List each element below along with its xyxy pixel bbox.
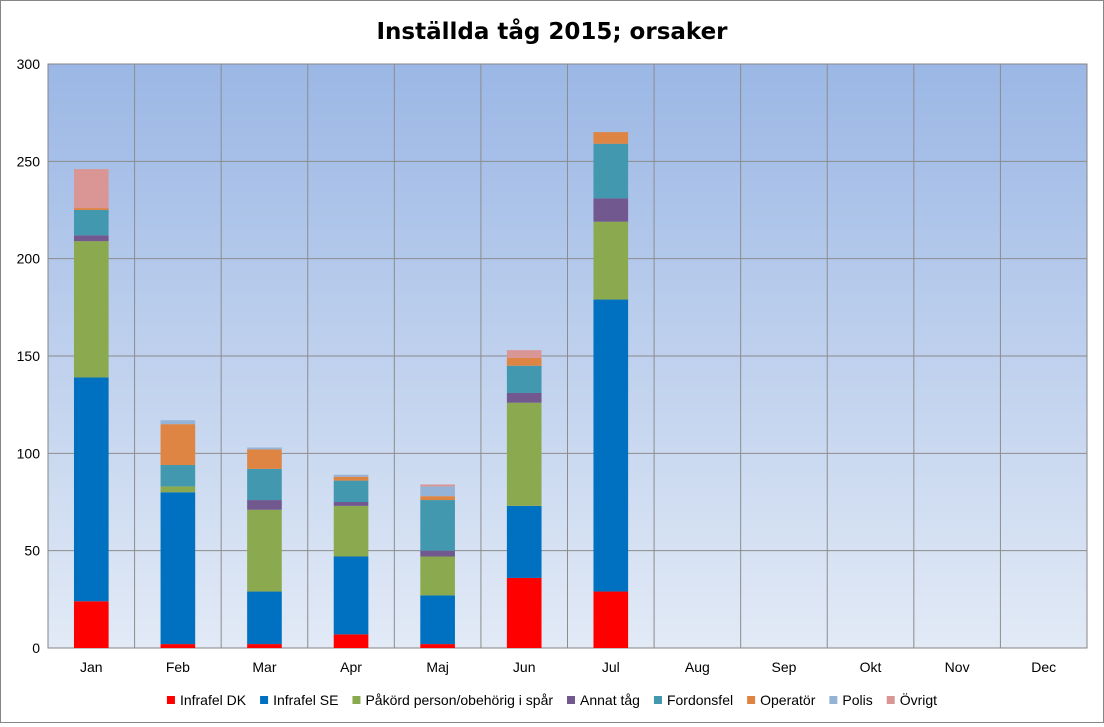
- bar-segment-apr-6: [333, 474, 369, 477]
- bar-segment-jan-5: [73, 208, 109, 210]
- legend-swatch: [653, 696, 662, 704]
- legend-label: Infrafel SE: [273, 692, 338, 708]
- y-tick-label: 100: [17, 445, 41, 461]
- x-tick-label: Dec: [1031, 659, 1056, 675]
- x-tick-label: Aug: [685, 659, 710, 675]
- y-tick-label: 50: [24, 543, 40, 559]
- y-tick-label: 150: [17, 348, 41, 364]
- x-tick-label: Jun: [513, 659, 536, 675]
- legend-swatch: [829, 696, 838, 704]
- legend-label: Infrafel DK: [180, 692, 247, 708]
- bar-segment-mar-2: [247, 509, 282, 592]
- x-tick-label: Okt: [860, 659, 882, 675]
- bar-segment-jan-1: [73, 377, 109, 602]
- bar-segment-mar-5: [247, 449, 282, 469]
- bar-segment-maj-7: [420, 484, 455, 487]
- bar-segment-feb-4: [160, 465, 196, 487]
- bar-segment-maj-2: [420, 556, 455, 596]
- legend-label: Polis: [842, 692, 872, 708]
- x-tick-label: Mar: [252, 659, 276, 675]
- bar-segment-jun-0: [506, 577, 542, 648]
- bar-segment-jun-3: [506, 392, 542, 403]
- bar-segment-apr-0: [333, 634, 369, 648]
- x-axis: Jan Feb Mar Apr Maj Jun Jul Aug Sep Okt Nov Dec: [80, 659, 1056, 675]
- bar-segment-jun-4: [506, 365, 542, 393]
- bar-segment-jul-4: [593, 143, 629, 199]
- x-tick-label: Feb: [166, 659, 190, 675]
- bar-segment-jul-1: [593, 299, 629, 592]
- bar-segment-mar-4: [247, 468, 282, 501]
- bar-segment-maj-1: [420, 595, 455, 645]
- bar-segment-jan-7: [73, 169, 109, 209]
- bar-segment-feb-2: [160, 486, 196, 493]
- bar-stacks: [73, 132, 629, 648]
- bar-segment-maj-0: [420, 644, 455, 648]
- legend-swatch: [166, 696, 175, 704]
- x-tick-label: Jan: [80, 659, 103, 675]
- legend: Infrafel DK Infrafel SE Påkörd person/obeh…: [166, 691, 937, 708]
- bar-segment-jan-4: [73, 210, 109, 236]
- bar-segment-feb-1: [160, 492, 196, 645]
- y-axis: 0 50 100 150 200 250 300: [17, 56, 41, 656]
- bar-segment-mar-1: [247, 591, 282, 645]
- bar-segment-apr-2: [333, 505, 369, 557]
- bar-segment-maj-4: [420, 500, 455, 551]
- x-tick-label: Maj: [426, 659, 449, 675]
- bar-segment-mar-0: [247, 644, 282, 648]
- y-tick-label: 300: [17, 56, 41, 72]
- legend-label: Påkörd person/obehörig i spår: [365, 692, 553, 708]
- legend-swatch: [886, 696, 895, 704]
- bar-segment-jul-2: [593, 221, 629, 300]
- bar-segment-jan-0: [73, 601, 109, 648]
- legend-label: Operatör: [760, 692, 816, 708]
- x-tick-label: Apr: [340, 659, 362, 675]
- legend-label: Övrigt: [900, 691, 937, 708]
- chart-title: Inställda tåg 2015; orsaker: [376, 18, 728, 45]
- bar-segment-feb-5: [160, 424, 196, 466]
- x-tick-label: Jul: [602, 659, 620, 675]
- bar-segment-mar-6: [247, 447, 282, 450]
- bar-segment-apr-4: [333, 480, 369, 502]
- legend-label: Annat tåg: [580, 692, 640, 708]
- bar-segment-apr-5: [333, 476, 369, 481]
- bar-segment-apr-3: [333, 502, 369, 506]
- y-tick-label: 200: [17, 251, 41, 267]
- bar-segment-jul-0: [593, 591, 629, 648]
- bar-segment-jun-2: [506, 402, 542, 506]
- bar-segment-jun-7: [506, 350, 542, 358]
- bar-segment-maj-3: [420, 550, 455, 557]
- bar-segment-jun-1: [506, 505, 542, 578]
- bar-segment-jul-3: [593, 198, 629, 222]
- legend-swatch: [747, 696, 756, 704]
- bar-segment-feb-0: [160, 644, 196, 648]
- legend-swatch: [352, 696, 361, 704]
- x-tick-label: Nov: [945, 659, 970, 675]
- legend-swatch: [260, 696, 269, 704]
- legend-swatch: [567, 696, 576, 704]
- bar-segment-feb-6: [160, 420, 196, 425]
- y-tick-label: 250: [17, 153, 41, 169]
- bar-segment-jan-2: [73, 241, 109, 378]
- y-tick-label: 0: [32, 640, 40, 656]
- bar-segment-maj-5: [420, 496, 455, 501]
- bar-segment-mar-3: [247, 500, 282, 510]
- bar-segment-apr-1: [333, 556, 369, 635]
- x-tick-label: Sep: [771, 659, 796, 675]
- bar-segment-jul-5: [593, 132, 629, 144]
- gridlines: [48, 64, 1087, 648]
- bar-segment-maj-6: [420, 486, 455, 497]
- bar-segment-jan-3: [73, 235, 109, 242]
- legend-label: Fordonsfel: [667, 692, 733, 708]
- bar-segment-jun-5: [506, 357, 542, 366]
